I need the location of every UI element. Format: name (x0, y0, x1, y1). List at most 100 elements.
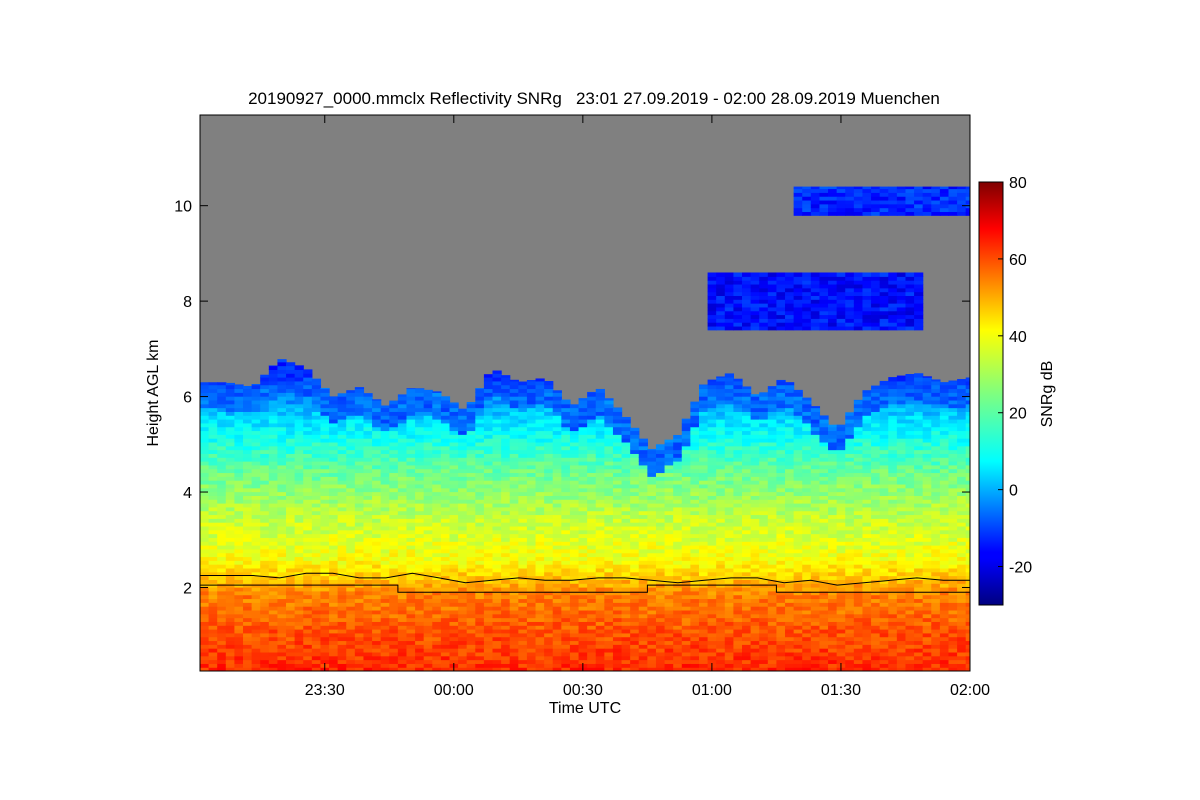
heatmap-cell (742, 655, 752, 661)
heatmap-cell (303, 388, 313, 393)
heatmap-cell (690, 663, 700, 668)
heatmap-cell (578, 476, 588, 481)
heatmap-cell (638, 640, 648, 645)
heatmap-cell (733, 310, 743, 316)
heatmap-cell (526, 564, 537, 569)
heatmap-cell (458, 655, 468, 661)
heatmap-cell (724, 287, 734, 293)
heatmap-cell (724, 640, 734, 645)
heatmap-cell (707, 487, 717, 493)
heatmap-cell (742, 483, 752, 489)
heatmap-cell (406, 457, 416, 462)
heatmap-cell (518, 384, 528, 390)
heatmap-cell (303, 503, 313, 508)
heatmap-cell (621, 552, 631, 558)
heatmap-cell (638, 560, 648, 565)
heatmap-cell (483, 411, 494, 416)
heatmap-cell (509, 399, 519, 405)
heatmap-cell (750, 655, 760, 661)
heatmap-cell (604, 491, 614, 496)
heatmap-cell (544, 388, 554, 393)
heatmap-cell (604, 564, 614, 569)
heatmap-cell (587, 583, 597, 588)
heatmap-cell (234, 564, 244, 569)
heatmap-cell (260, 602, 270, 607)
heatmap-cell (552, 636, 562, 642)
heatmap-cell (268, 377, 279, 382)
heatmap-cell (552, 644, 562, 649)
heatmap-cell (638, 617, 648, 622)
heatmap-cell (294, 483, 304, 489)
heatmap-cell (552, 396, 562, 401)
heatmap-cell (492, 449, 502, 454)
heatmap-cell (397, 548, 408, 554)
heatmap-cell (243, 434, 253, 439)
heatmap-cell (243, 449, 253, 454)
heatmap-cell (286, 461, 296, 466)
heatmap-cell (458, 594, 468, 600)
heatmap-cell (612, 434, 623, 439)
heatmap-cell (716, 510, 726, 516)
heatmap-cell (647, 503, 657, 508)
heatmap-cell (630, 503, 640, 508)
heatmap-cell (208, 529, 218, 535)
heatmap-cell (475, 495, 485, 500)
heatmap-cell (372, 621, 382, 626)
heatmap-cell (578, 483, 588, 489)
heatmap-cell (432, 506, 442, 512)
heatmap-cell (354, 426, 365, 432)
heatmap-cell (329, 476, 339, 481)
heatmap-cell (535, 556, 545, 561)
heatmap-cell (604, 398, 614, 401)
heatmap-cell (483, 606, 494, 611)
heatmap-cell (544, 453, 554, 458)
heatmap-cell (440, 499, 451, 504)
heatmap-cell (612, 518, 623, 523)
heatmap-cell (518, 583, 528, 588)
heatmap-cell (492, 426, 502, 432)
heatmap-cell (440, 518, 451, 523)
heatmap-cell (320, 609, 330, 615)
heatmap-cell (415, 453, 425, 458)
heatmap-cell (587, 468, 597, 474)
heatmap-cell (492, 617, 502, 622)
heatmap-cell (294, 380, 304, 386)
heatmap-cell (612, 472, 623, 477)
heatmap-cell (337, 575, 347, 580)
heatmap-cell (406, 399, 416, 405)
heatmap-cell (707, 503, 717, 508)
heatmap-cell (707, 659, 717, 664)
heatmap-cell (234, 407, 244, 412)
heatmap-cell (320, 441, 330, 447)
heatmap-cell (742, 480, 752, 485)
heatmap-cell (681, 590, 691, 596)
heatmap-cell (552, 399, 562, 405)
heatmap-cell (234, 384, 244, 386)
heatmap-cell (621, 655, 631, 661)
heatmap-cell (733, 411, 743, 416)
heatmap-cell (595, 510, 605, 516)
heatmap-cell (286, 617, 296, 622)
heatmap-cell (475, 438, 485, 443)
heatmap-cell (742, 525, 752, 531)
heatmap-cell (251, 514, 261, 519)
heatmap-cell (329, 407, 339, 412)
heatmap-cell (561, 545, 571, 550)
heatmap-cell (561, 606, 571, 611)
heatmap-cell (294, 392, 304, 397)
heatmap-cell (724, 306, 734, 312)
heatmap-cell (492, 495, 502, 500)
heatmap-cell (750, 640, 760, 645)
heatmap-cell (638, 499, 648, 504)
heatmap-cell (742, 663, 752, 668)
heatmap-cell (294, 659, 304, 664)
heatmap-cell (630, 587, 640, 592)
heatmap-cell (501, 583, 511, 588)
heatmap-cell (612, 464, 623, 470)
heatmap-cell (509, 487, 519, 493)
heatmap-cell (552, 468, 562, 474)
heatmap-cell (311, 426, 322, 432)
heatmap-cell (724, 571, 734, 577)
heatmap-cell (681, 556, 691, 561)
heatmap-cell (612, 510, 623, 516)
